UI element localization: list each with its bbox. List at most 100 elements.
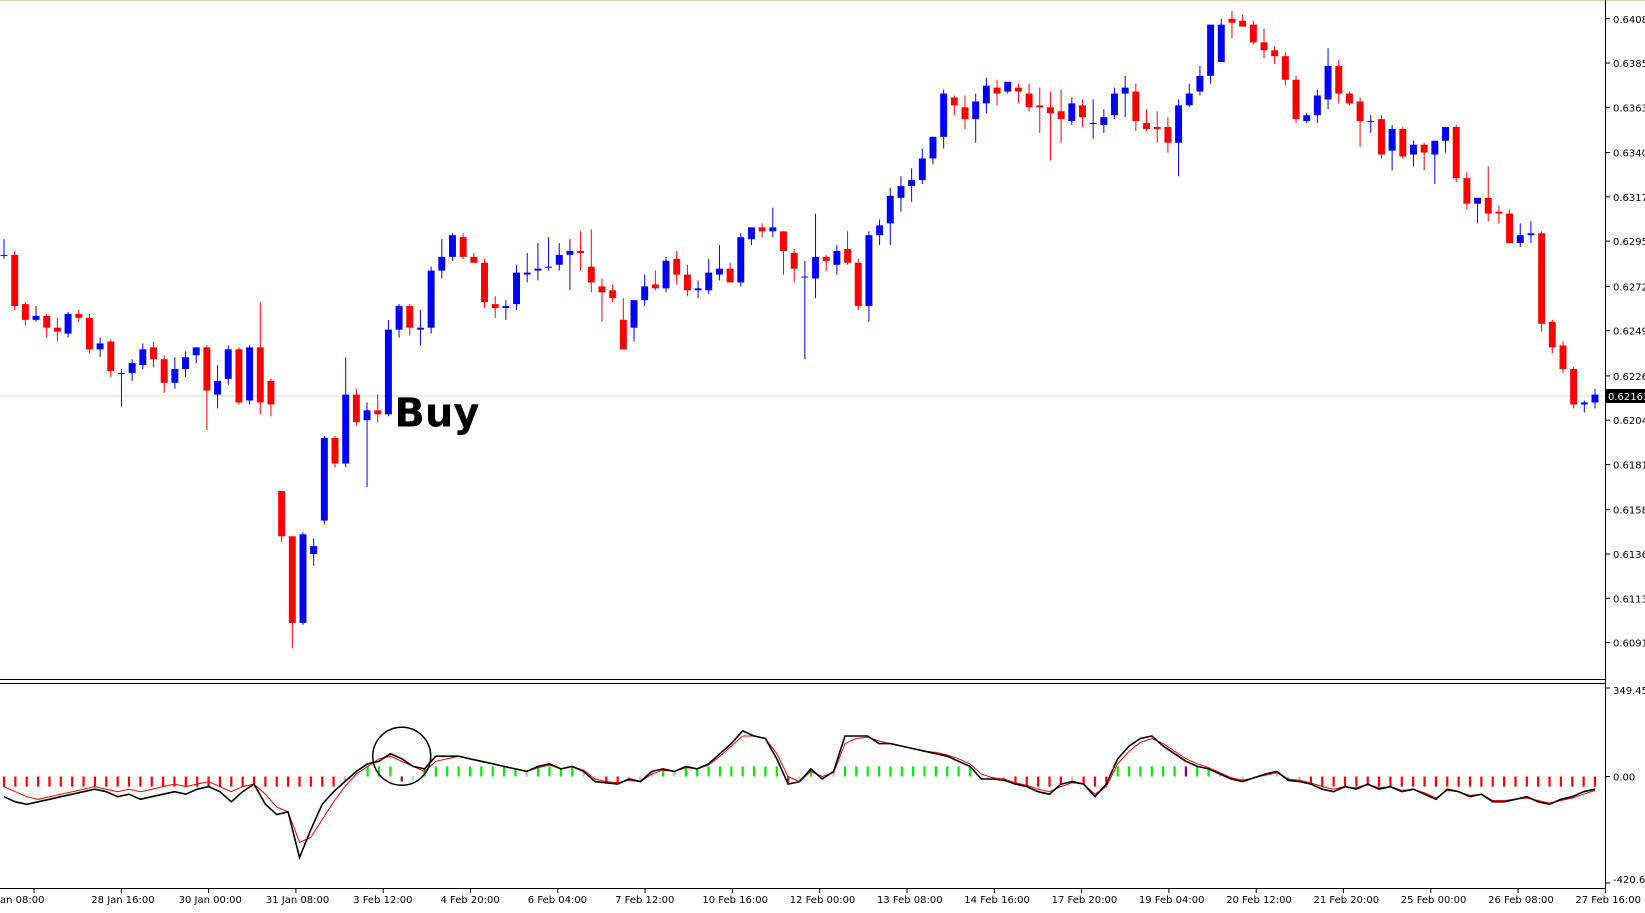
candle-bear	[1014, 87, 1022, 92]
price-tick-label: 0.63175	[1613, 193, 1645, 204]
candle-bear	[1399, 128, 1407, 157]
candle-bear	[21, 304, 29, 320]
candle-bear	[619, 319, 627, 350]
price-tick-label: 0.61815	[1613, 460, 1645, 471]
candle-bull	[342, 394, 350, 464]
candle-bull	[641, 286, 649, 301]
candle-bull	[96, 343, 104, 350]
candle-bear	[331, 437, 339, 464]
candle-bull	[1111, 93, 1118, 116]
candle-bull	[214, 380, 222, 395]
time-tick-label: 3 Feb 12:00	[353, 895, 412, 906]
candle-bull	[801, 276, 809, 278]
candle-bull	[1324, 65, 1332, 100]
candle-bull	[833, 250, 841, 265]
candle-bull	[534, 268, 542, 271]
main-line	[3, 729, 1596, 861]
candle-bull	[1591, 394, 1599, 403]
time-tick-label: 7 Feb 12:00	[615, 895, 674, 906]
candle-bull	[224, 349, 232, 379]
candle-bull	[865, 235, 873, 307]
candle-bear	[150, 347, 157, 360]
candle-bull	[886, 195, 894, 224]
candle-bear	[1345, 93, 1353, 104]
candle-bear	[278, 491, 286, 537]
candle-bear	[673, 258, 681, 275]
candle-bull	[694, 288, 702, 291]
candle-bull	[918, 158, 926, 181]
candle-bear	[683, 274, 691, 291]
candle-bear	[822, 256, 830, 261]
candle-bear	[854, 262, 862, 307]
candle-bear	[1046, 107, 1054, 114]
candle-bull	[416, 327, 424, 330]
price-tick-label: 0.62265	[1613, 372, 1645, 383]
candle-bull	[630, 300, 638, 328]
indicator-tick-label: 349.45	[1613, 686, 1645, 697]
candle-bear	[950, 97, 958, 106]
candle-bear	[1559, 345, 1567, 370]
candle-bull	[320, 437, 328, 521]
candle-bull	[1068, 103, 1076, 122]
candle-bear	[1228, 18, 1236, 23]
candle-bear	[1078, 105, 1086, 118]
candle-bear	[577, 250, 585, 253]
candle-bear	[1057, 111, 1065, 120]
candle-bear	[1506, 213, 1514, 244]
candle-bear	[459, 237, 467, 257]
candle-bear	[53, 327, 61, 332]
histogram-layer	[2, 766, 1597, 787]
candle-bear	[203, 347, 211, 391]
candle-bear	[1239, 20, 1247, 27]
candle-bull	[1313, 95, 1321, 116]
candle-bear	[993, 87, 1001, 94]
candle-bull	[32, 315, 40, 320]
candle-bull	[182, 357, 189, 370]
candle-bull	[438, 256, 446, 271]
candle-bull	[1004, 81, 1012, 92]
candle-bull	[1367, 121, 1375, 123]
candle-bull	[747, 227, 755, 240]
candle-bear	[1132, 91, 1140, 122]
candle-bear	[11, 254, 19, 307]
candle-bear	[651, 284, 659, 289]
time-tick-label: 28 Jan 16:00	[91, 895, 154, 906]
candle-bear	[609, 290, 617, 299]
candle-bull	[908, 180, 916, 187]
candle-bear	[1143, 123, 1151, 129]
candle-bear	[758, 227, 766, 232]
candle-bear	[790, 252, 798, 269]
candle-bull	[139, 349, 147, 366]
candle-bear	[1484, 197, 1492, 214]
candle-bull	[1196, 75, 1204, 92]
candle-bull	[940, 93, 948, 137]
time-tick-label: 6 Feb 04:00	[528, 895, 587, 906]
candle-bear	[1292, 79, 1300, 120]
signal-circle-annotation	[372, 726, 432, 786]
time-tick-label: 14 Feb 16:00	[964, 895, 1030, 906]
indicator-panel	[2, 726, 1597, 861]
candle-bear	[406, 306, 414, 328]
time-tick-label: 30 Jan 00:00	[179, 895, 242, 906]
candle-bear	[1570, 369, 1578, 405]
candle-bear	[267, 380, 275, 405]
candle-bull	[545, 266, 553, 268]
candle-bull	[812, 256, 819, 279]
candle-bull	[1516, 235, 1524, 244]
candle-bull	[1303, 115, 1311, 122]
candle-bull	[523, 272, 531, 275]
candle-bull	[513, 272, 521, 305]
candle-bull	[1388, 128, 1396, 151]
candle-bear	[1420, 144, 1428, 153]
candle-bull	[171, 369, 179, 383]
candle-bear	[1377, 119, 1385, 155]
candle-bull	[1121, 87, 1129, 94]
indicator-axis: 349.45 0.00 -420.62	[1605, 686, 1645, 886]
